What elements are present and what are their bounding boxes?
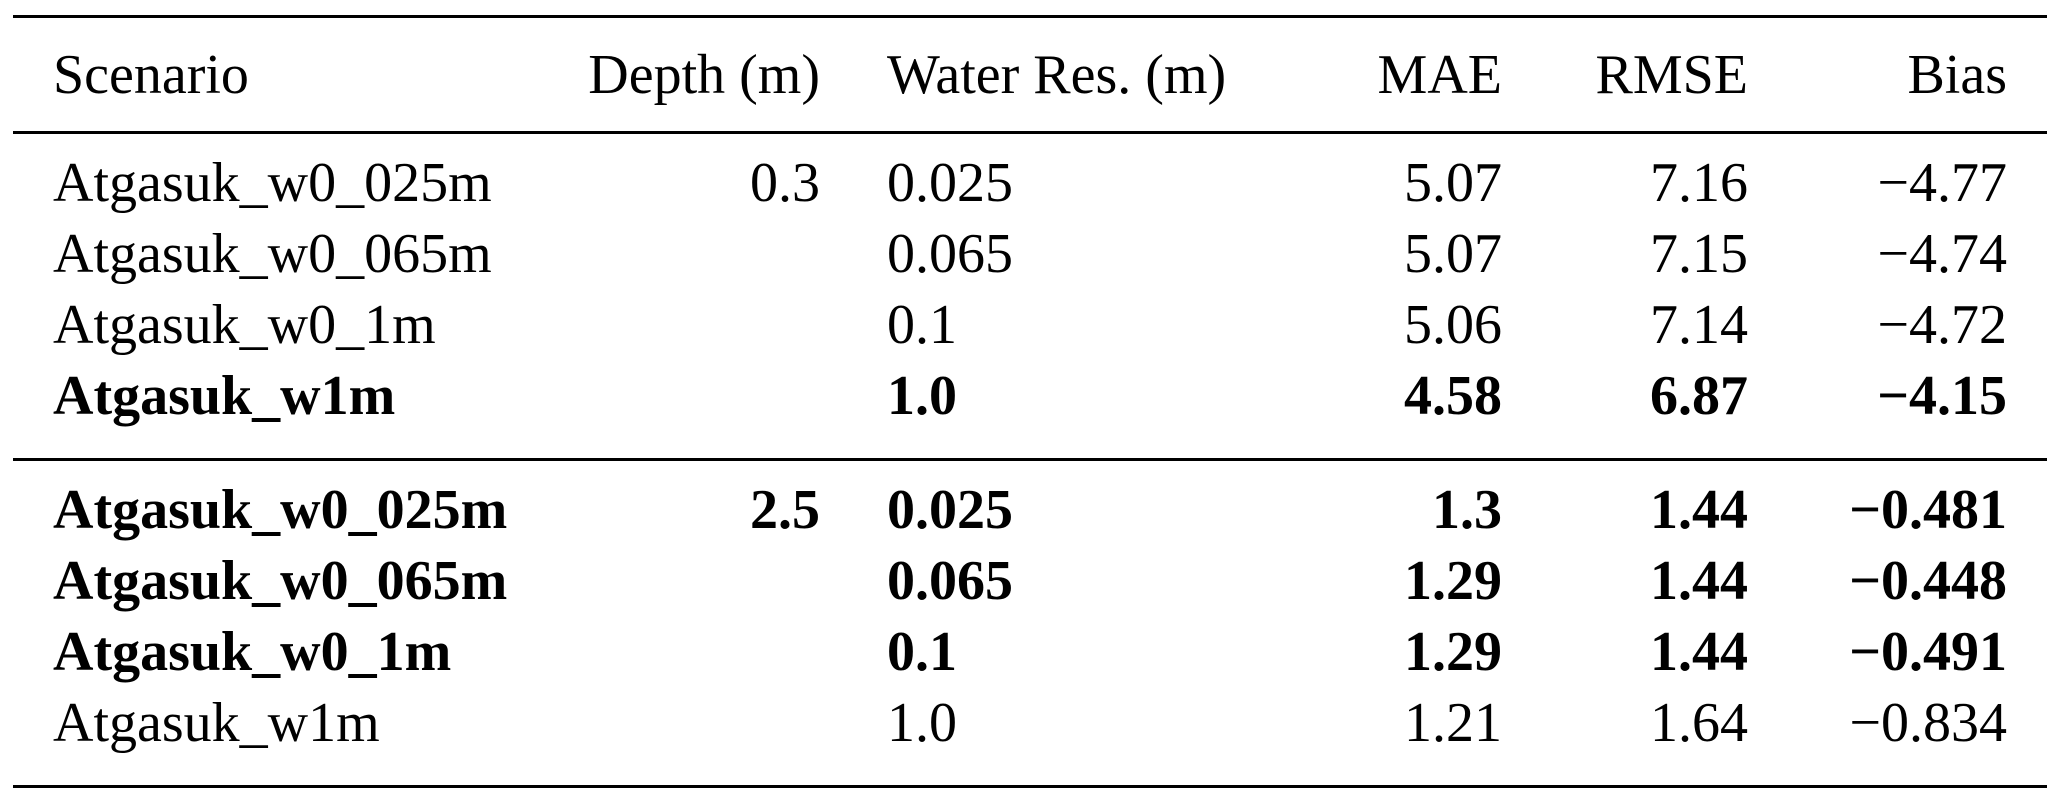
- cell-rmse: 1.44: [1650, 621, 1748, 683]
- cell-water-res: 0.065: [887, 550, 1013, 612]
- cell-water-res: 0.065: [887, 223, 1013, 285]
- cell-rmse: 7.14: [1650, 294, 1748, 356]
- cell-depth: [585, 688, 820, 787]
- cell-bias: −0.448: [1849, 550, 2007, 612]
- cell-mae: 1.3: [1432, 479, 1502, 541]
- depth-0-3-block: Atgasuk_w0_025m 0.3 0.025 5.07 7.16 −4.7…: [13, 133, 2047, 460]
- cell-scenario: Atgasuk_w0_025m: [53, 152, 492, 214]
- header-mae: MAE: [1377, 43, 1502, 106]
- cell-water-res: 0.1: [887, 621, 957, 683]
- cell-water-res: 0.025: [887, 479, 1013, 541]
- depth-2-5-block: Atgasuk_w0_025m 2.5 0.025 1.3 1.44 −0.48…: [13, 460, 2047, 787]
- header-bias: Bias: [1907, 43, 2007, 106]
- cell-bias: −0.481: [1849, 479, 2007, 541]
- cell-water-res: 1.0: [887, 692, 957, 754]
- cell-rmse: 6.87: [1650, 365, 1748, 427]
- cell-depth: 2.5: [750, 479, 820, 541]
- cell-mae: 4.58: [1404, 365, 1502, 427]
- cell-mae: 5.07: [1404, 223, 1502, 285]
- cell-mae: 1.21: [1404, 692, 1502, 754]
- cell-rmse: 7.16: [1650, 152, 1748, 214]
- cell-bias: −4.72: [1877, 294, 2007, 356]
- cell-mae: 1.29: [1404, 621, 1502, 683]
- cell-depth: [585, 617, 820, 688]
- table-row-highlighted: Atgasuk_w1m 1.0 4.58 6.87 −4.15: [13, 361, 2047, 460]
- cell-depth: [585, 290, 820, 361]
- cell-scenario: Atgasuk_w1m: [53, 692, 380, 754]
- table-row-highlighted: Atgasuk_w0_065m 0.065 1.29 1.44 −0.448: [13, 546, 2047, 617]
- cell-rmse: 1.44: [1650, 479, 1748, 541]
- cell-water-res: 1.0: [887, 365, 957, 427]
- cell-bias: −4.77: [1877, 152, 2007, 214]
- cell-depth: 0.3: [750, 152, 820, 214]
- header-scenario: Scenario: [53, 43, 249, 106]
- cell-bias: −0.491: [1849, 621, 2007, 683]
- header-row: Scenario Depth (m) Water Res. (m) MAE RM…: [13, 16, 2047, 133]
- cell-bias: −4.15: [1877, 365, 2007, 427]
- cell-depth: [585, 219, 820, 290]
- cell-mae: 5.06: [1404, 294, 1502, 356]
- cell-bias: −4.74: [1877, 223, 2007, 285]
- cell-scenario: Atgasuk_w0_065m: [53, 223, 492, 285]
- cell-bias: −0.834: [1849, 692, 2007, 754]
- cell-mae: 1.29: [1404, 550, 1502, 612]
- cell-rmse: 7.15: [1650, 223, 1748, 285]
- cell-rmse: 1.64: [1650, 692, 1748, 754]
- cell-scenario: Atgasuk_w0_1m: [53, 621, 452, 683]
- cell-scenario: Atgasuk_w0_065m: [53, 550, 508, 612]
- cell-scenario: Atgasuk_w0_025m: [53, 479, 508, 541]
- cell-mae: 5.07: [1404, 152, 1502, 214]
- cell-water-res: 0.1: [887, 294, 957, 356]
- cell-depth: [585, 361, 820, 460]
- header-water-res: Water Res. (m): [887, 43, 1227, 106]
- header-depth: Depth (m): [588, 43, 820, 106]
- table-row-highlighted: Atgasuk_w0_1m 0.1 1.29 1.44 −0.491: [13, 617, 2047, 688]
- table-row: Atgasuk_w0_1m 0.1 5.06 7.14 −4.72: [13, 290, 2047, 361]
- header-rmse: RMSE: [1595, 43, 1749, 106]
- cell-scenario: Atgasuk_w1m: [53, 365, 396, 427]
- results-table: Scenario Depth (m) Water Res. (m) MAE RM…: [13, 15, 2047, 788]
- table-row: Atgasuk_w0_065m 0.065 5.07 7.15 −4.74: [13, 219, 2047, 290]
- table-row: Atgasuk_w0_025m 0.3 0.025 5.07 7.16 −4.7…: [13, 133, 2047, 220]
- table-row-highlighted: Atgasuk_w0_025m 2.5 0.025 1.3 1.44 −0.48…: [13, 460, 2047, 547]
- cell-rmse: 1.44: [1650, 550, 1748, 612]
- table-header: Scenario Depth (m) Water Res. (m) MAE RM…: [13, 16, 2047, 133]
- cell-water-res: 0.025: [887, 152, 1013, 214]
- cell-depth: [585, 546, 820, 617]
- table-row: Atgasuk_w1m 1.0 1.21 1.64 −0.834: [13, 688, 2047, 787]
- cell-scenario: Atgasuk_w0_1m: [53, 294, 436, 356]
